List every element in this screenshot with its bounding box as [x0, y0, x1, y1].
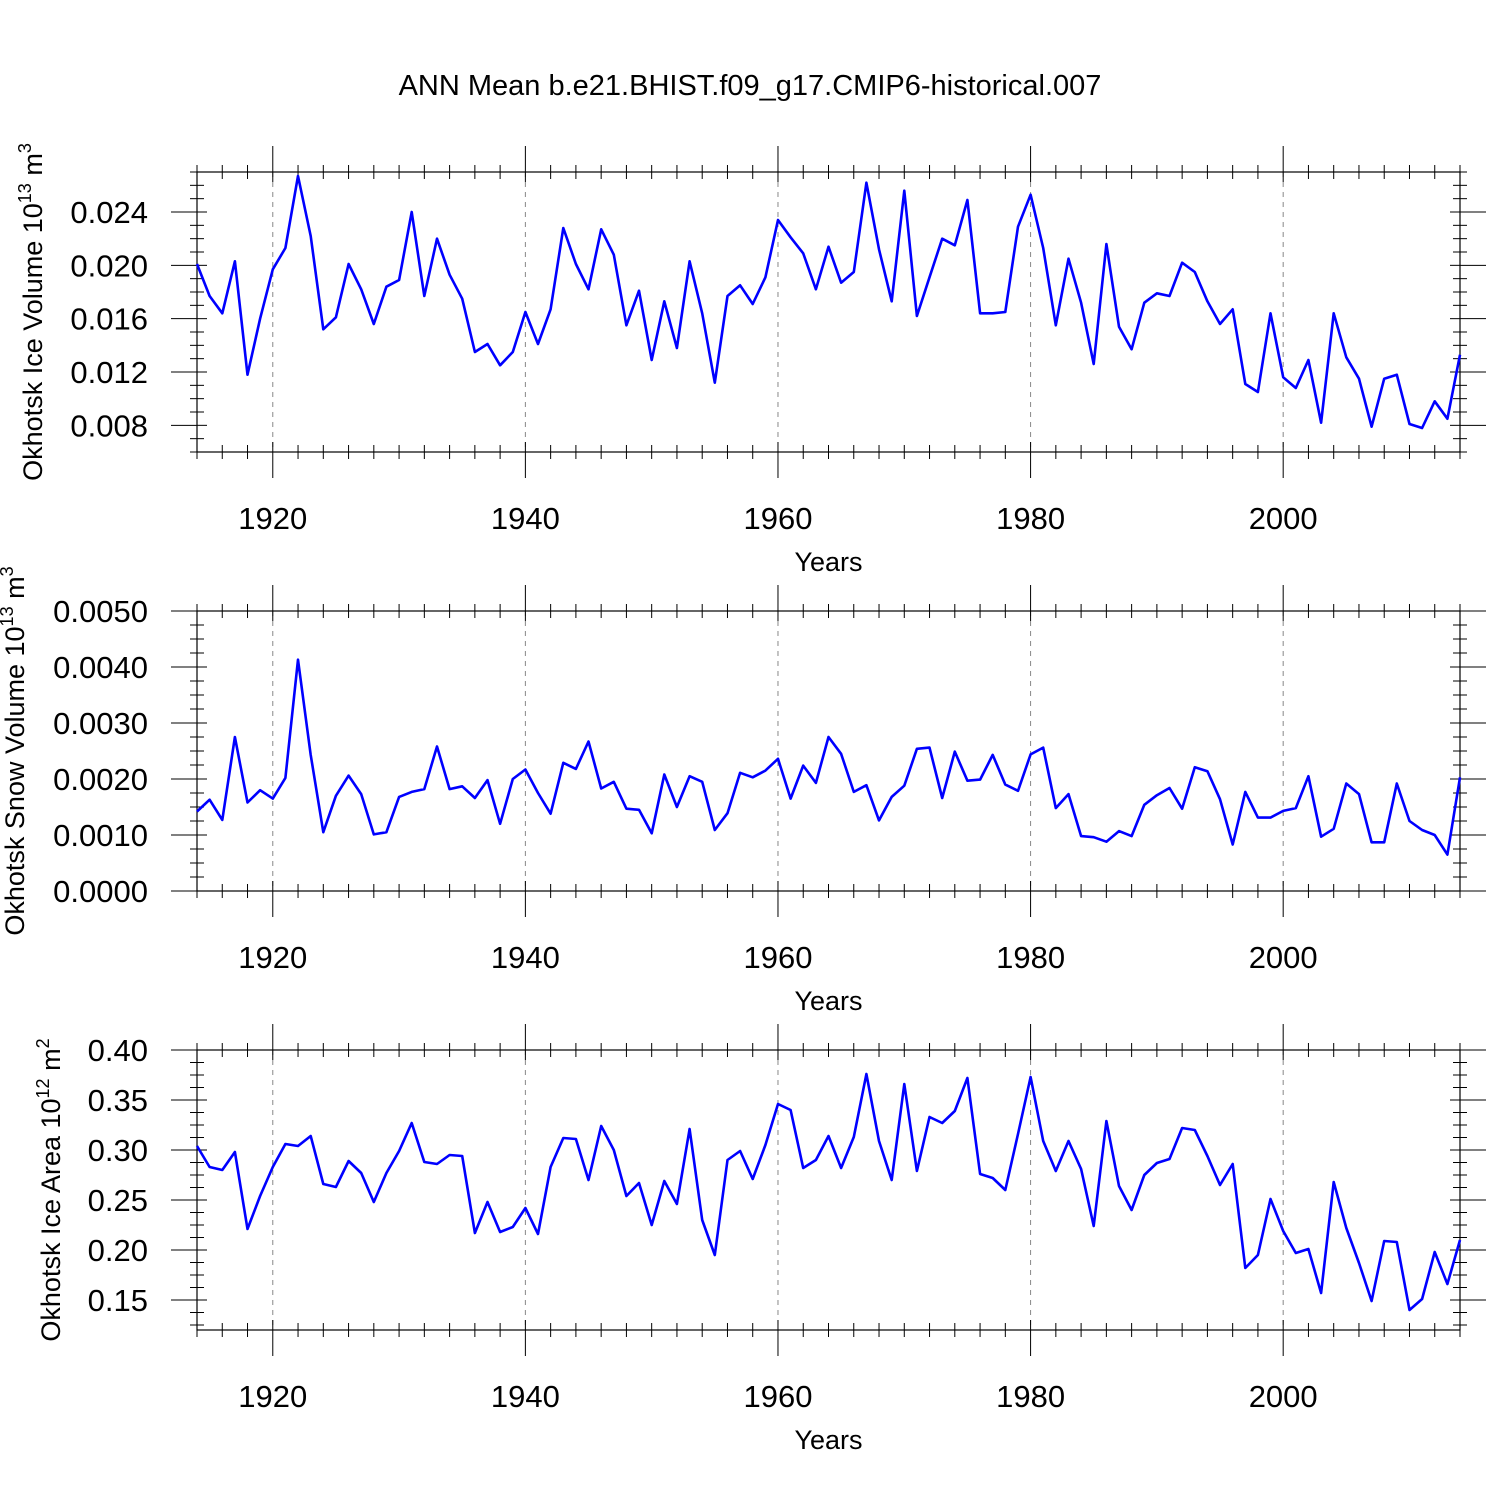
x-tick-label: 1960	[743, 1379, 812, 1414]
x-tick-label: 1980	[996, 1379, 1065, 1414]
y-tick-label: 0.016	[70, 302, 148, 337]
x-tick-label: 2000	[1249, 1379, 1318, 1414]
x-tick-label: 2000	[1249, 940, 1318, 975]
y-tick-label: 0.020	[70, 248, 148, 283]
x-tick-label: 1920	[238, 940, 307, 975]
y-axis-label: Okhotsk Snow Volume 1013 m3	[0, 566, 30, 935]
plot-frame	[196, 1049, 1461, 1331]
x-axis-label: Years	[794, 986, 862, 1016]
x-tick-label: 1940	[491, 1379, 560, 1414]
y-tick-label: 0.012	[70, 355, 148, 390]
figure-title: ANN Mean b.e21.BHIST.f09_g17.CMIP6-histo…	[399, 70, 1102, 102]
x-tick-label: 1980	[996, 940, 1065, 975]
y-tick-label: 0.15	[88, 1283, 148, 1318]
series-line	[195, 1072, 1462, 1312]
x-tick-label: 1920	[238, 501, 307, 536]
x-tick-label: 1980	[996, 501, 1065, 536]
y-tick-label: 0.30	[88, 1133, 148, 1168]
x-tick-label: 1960	[743, 501, 812, 536]
x-tick-label: 2000	[1249, 501, 1318, 536]
y-tick-label: 0.25	[88, 1183, 148, 1218]
y-tick-label: 0.0050	[53, 594, 148, 629]
y-tick-label: 0.0040	[53, 650, 148, 685]
panel-3: 1920 1940 1960 1980 2000 0.15 0.20 0.25 0.30 0.35…	[33, 1024, 1486, 1455]
x-axis-label: Years	[794, 1425, 862, 1455]
y-tick-label: 0.20	[88, 1233, 148, 1268]
x-tick-label: 1920	[238, 1379, 307, 1414]
y-tick-label: 0.008	[70, 408, 148, 443]
y-tick-label: 0.35	[88, 1083, 148, 1118]
panel-2: 1920 1940 1960 1980 2000 0.0000 0.0010 0.0020 0.…	[0, 566, 1486, 1016]
series-line	[196, 658, 1462, 856]
y-axis-label: Okhotsk Ice Volume 1013 m3	[15, 143, 48, 481]
plot-frame	[196, 610, 1461, 892]
y-tick-label: 0.40	[88, 1033, 148, 1068]
x-tick-label: 1940	[491, 940, 560, 975]
panels: 1920 1940 1960 1980 2000 0.008 0.012 0.016 0.020…	[0, 143, 1486, 1455]
y-tick-label: 0.0020	[53, 762, 148, 797]
y-tick-label: 0.024	[70, 195, 148, 230]
series-line	[195, 174, 1462, 430]
x-axis-label: Years	[794, 547, 862, 577]
y-tick-label: 0.0010	[53, 818, 148, 853]
y-tick-label: 0.0000	[53, 874, 148, 909]
x-tick-label: 1960	[743, 940, 812, 975]
y-axis-label: Okhotsk Ice Area 1012 m2	[33, 1038, 66, 1341]
x-tick-label: 1940	[491, 501, 560, 536]
panel-1: 1920 1940 1960 1980 2000 0.008 0.012 0.016 0.020…	[15, 143, 1486, 577]
y-tick-label: 0.0030	[53, 706, 148, 741]
plot-frame	[196, 171, 1461, 453]
